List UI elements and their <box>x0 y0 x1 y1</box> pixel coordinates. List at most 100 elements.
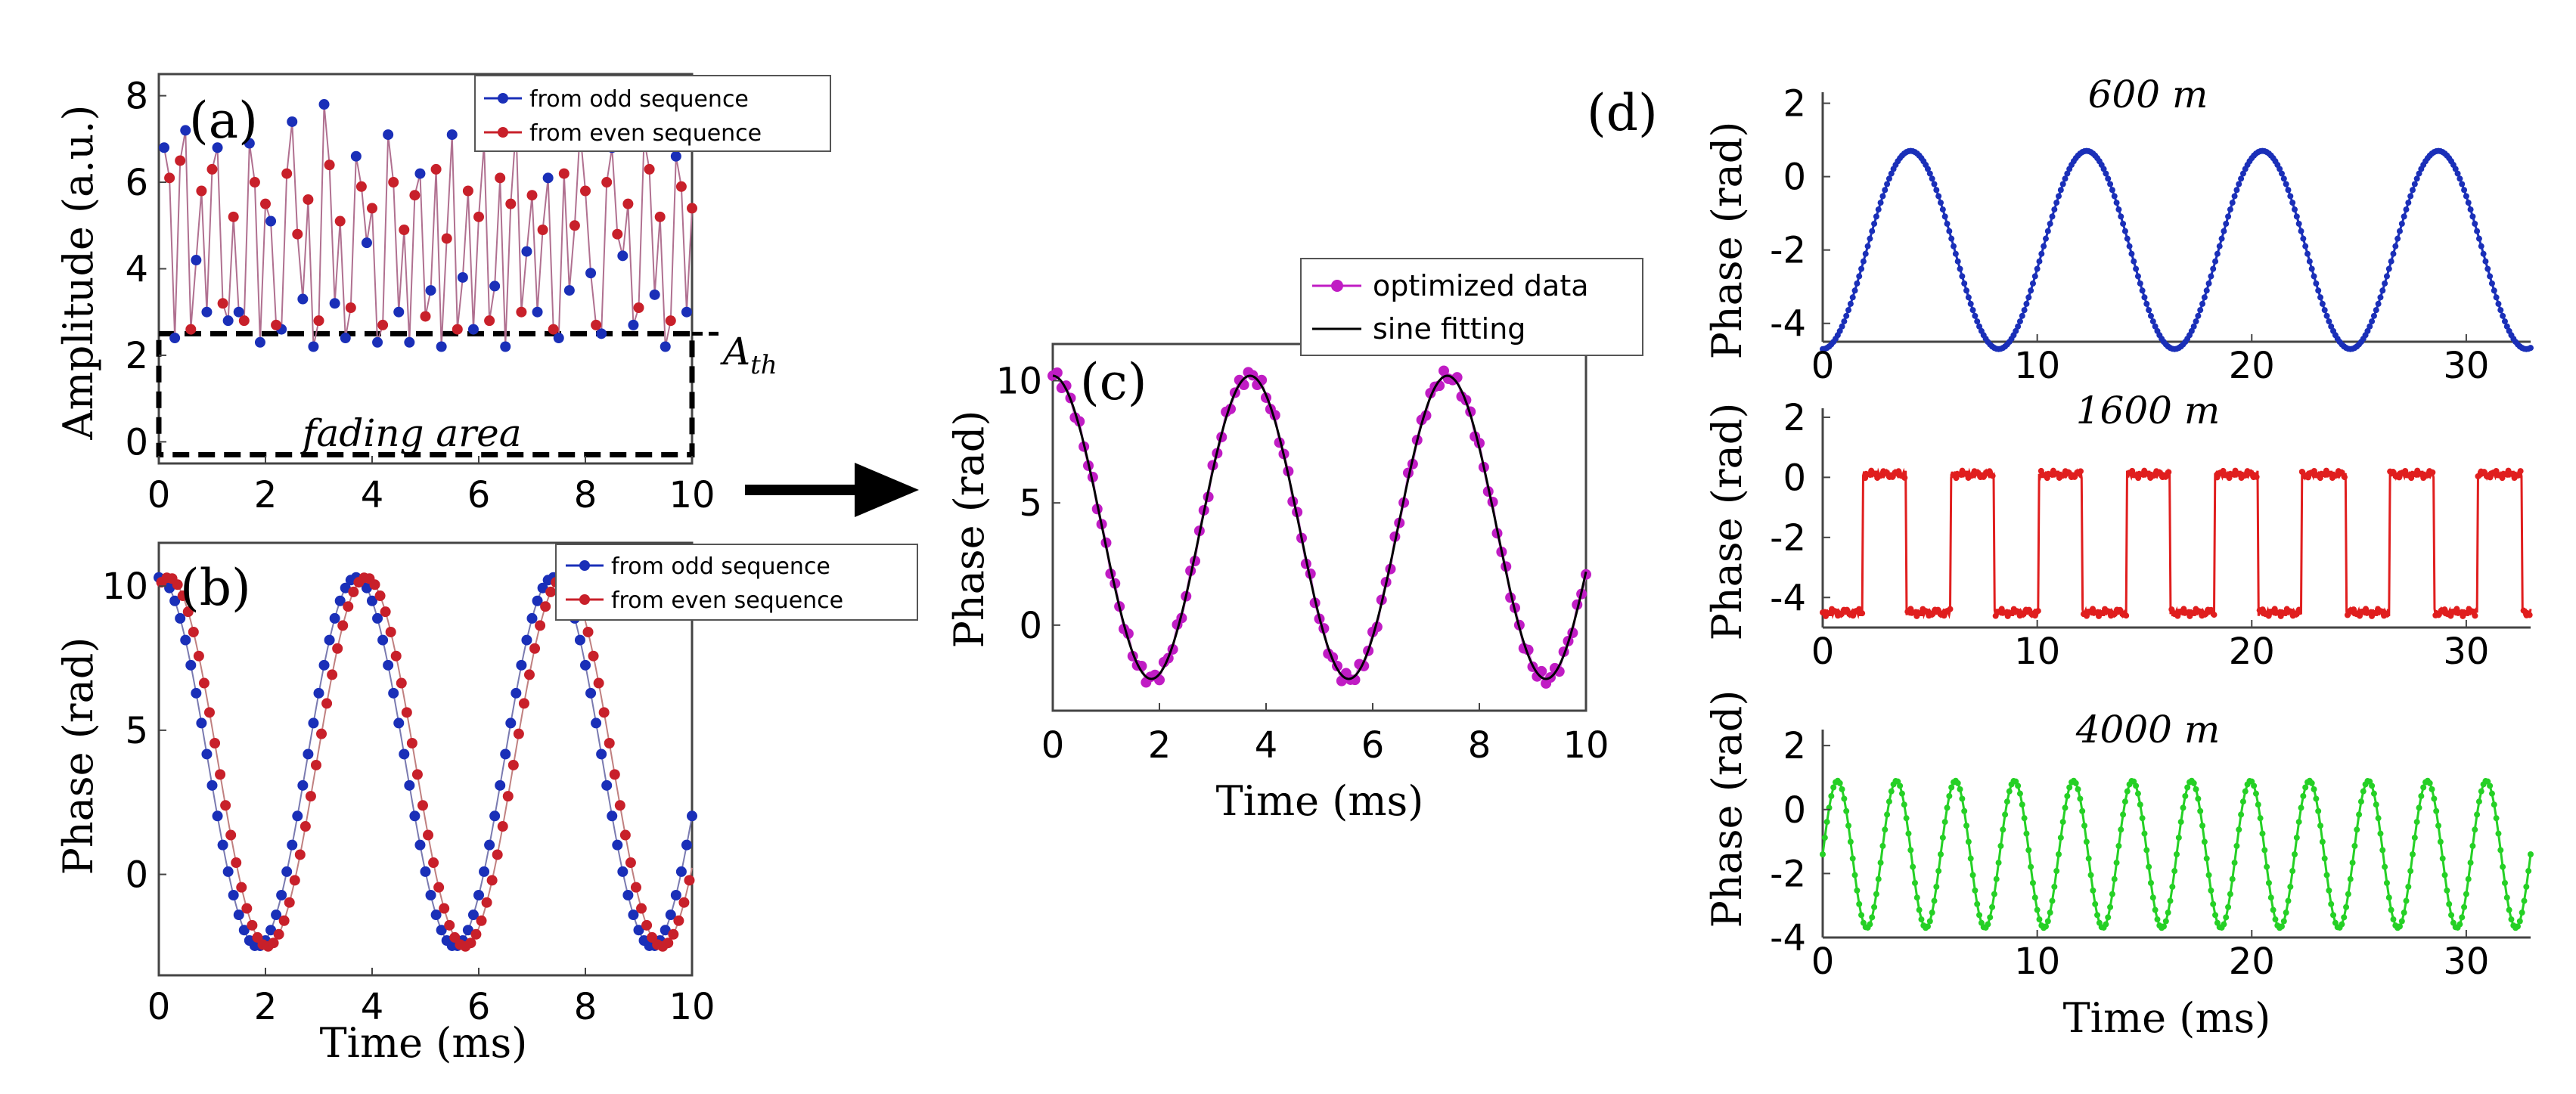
subplot-point <box>2270 907 2277 913</box>
even-point <box>209 737 221 748</box>
odd-point <box>329 298 340 309</box>
even-point <box>598 707 610 718</box>
subplot-point <box>2410 187 2416 194</box>
subplot-point <box>1963 287 1970 294</box>
odd-point <box>361 237 372 249</box>
subplot-point <box>2292 611 2299 618</box>
subplot-point <box>2115 842 2122 849</box>
subplot-point <box>2480 250 2487 257</box>
subplot-point <box>1854 887 1861 894</box>
odd-point <box>628 319 639 330</box>
even-point <box>644 163 655 175</box>
subplot-point <box>2053 200 2060 206</box>
even-point <box>182 606 194 618</box>
subplot-point <box>2503 894 2510 901</box>
odd-point <box>591 717 602 729</box>
subplot-point <box>1867 921 1873 928</box>
even-point <box>175 155 186 166</box>
subplot-point <box>2139 815 2146 822</box>
even-point <box>249 177 260 188</box>
subplot-point <box>1888 170 1895 177</box>
subplot-point <box>1954 779 1961 786</box>
subplot-point <box>2487 783 2494 789</box>
subplot-point <box>2285 897 2292 904</box>
subplot-point <box>2377 830 2384 837</box>
even-point <box>593 677 604 689</box>
even-point <box>636 903 647 914</box>
subplot-point <box>2452 166 2459 172</box>
even-point <box>465 937 476 949</box>
x-tick-label: 30 <box>2443 345 2489 387</box>
subplot-point <box>2090 887 2096 894</box>
even-point <box>292 228 303 240</box>
subplot-point <box>2454 170 2461 177</box>
subplot-point <box>2109 187 2115 194</box>
even-point <box>668 928 679 940</box>
subplot-point <box>2195 795 2202 802</box>
x-tick-label: 4 <box>361 474 384 516</box>
subplot-point <box>1989 903 1996 910</box>
subplot-point <box>2302 243 2309 249</box>
subplot-point <box>2075 786 2081 792</box>
subplot-point <box>1939 834 1946 841</box>
subplot-point <box>2111 193 2118 200</box>
panel-c-legend: optimized data sine fitting <box>1300 258 1643 356</box>
odd-point <box>596 328 607 339</box>
even-point <box>516 306 527 318</box>
subplot-point <box>2375 300 2382 307</box>
subplot-point <box>2013 608 2020 615</box>
subplot-point <box>2493 815 2500 822</box>
even-point <box>401 707 412 718</box>
even-point <box>278 915 290 926</box>
odd-point <box>329 612 340 624</box>
odd-point <box>526 612 538 624</box>
subplot-point <box>2174 851 2180 857</box>
subplot-point <box>2528 851 2534 857</box>
y-tick-label: -4 <box>1770 577 1806 619</box>
subplot-point <box>2265 612 2272 619</box>
even-point <box>439 903 450 914</box>
subplot-point <box>1860 258 1867 265</box>
subplot-point <box>1959 273 1966 280</box>
subplot-point <box>2253 473 2260 480</box>
subplot-point <box>2238 811 2245 818</box>
legend-b-odd-label: from odd sequence <box>611 553 830 580</box>
subplot-point <box>2042 235 2049 242</box>
subplot-point <box>1924 923 1931 930</box>
panel-b-series <box>154 572 697 952</box>
subplot-point <box>1836 327 1843 334</box>
x-tick-label: 8 <box>1468 724 1491 767</box>
y-tick-label: 2 <box>125 335 148 377</box>
even-point <box>409 190 421 201</box>
even-point <box>476 915 487 926</box>
subplot-point <box>2038 250 2045 257</box>
x-tick-label: 8 <box>574 986 597 1028</box>
subplot-point <box>2272 916 2279 923</box>
even-point <box>486 875 498 886</box>
subplot-point <box>2261 847 2268 854</box>
even-point <box>588 650 599 662</box>
subplot-point <box>1895 468 1902 475</box>
subplot-point <box>2519 910 2525 916</box>
subplot-point <box>2321 855 2328 862</box>
subplot-point <box>2066 784 2073 791</box>
subplot-point <box>2064 792 2071 799</box>
subplot-point <box>2201 838 2208 845</box>
subplot-point <box>2133 783 2140 789</box>
even-point <box>537 225 548 235</box>
odd-point <box>287 839 298 851</box>
even-point <box>452 324 463 335</box>
subplot-point <box>1959 795 1966 802</box>
subplot-point <box>1935 868 1942 875</box>
even-point <box>673 915 684 926</box>
subplot-point <box>2402 467 2409 474</box>
subplot-point <box>2431 795 2438 802</box>
panel-a-connecting-line <box>163 104 693 347</box>
odd-point <box>303 748 314 760</box>
subplot-point <box>2137 801 2143 808</box>
even-point <box>348 586 359 597</box>
subplot-point <box>2488 280 2495 287</box>
legend-a-odd-label: from odd sequence <box>529 86 749 113</box>
odd-point <box>409 810 421 822</box>
